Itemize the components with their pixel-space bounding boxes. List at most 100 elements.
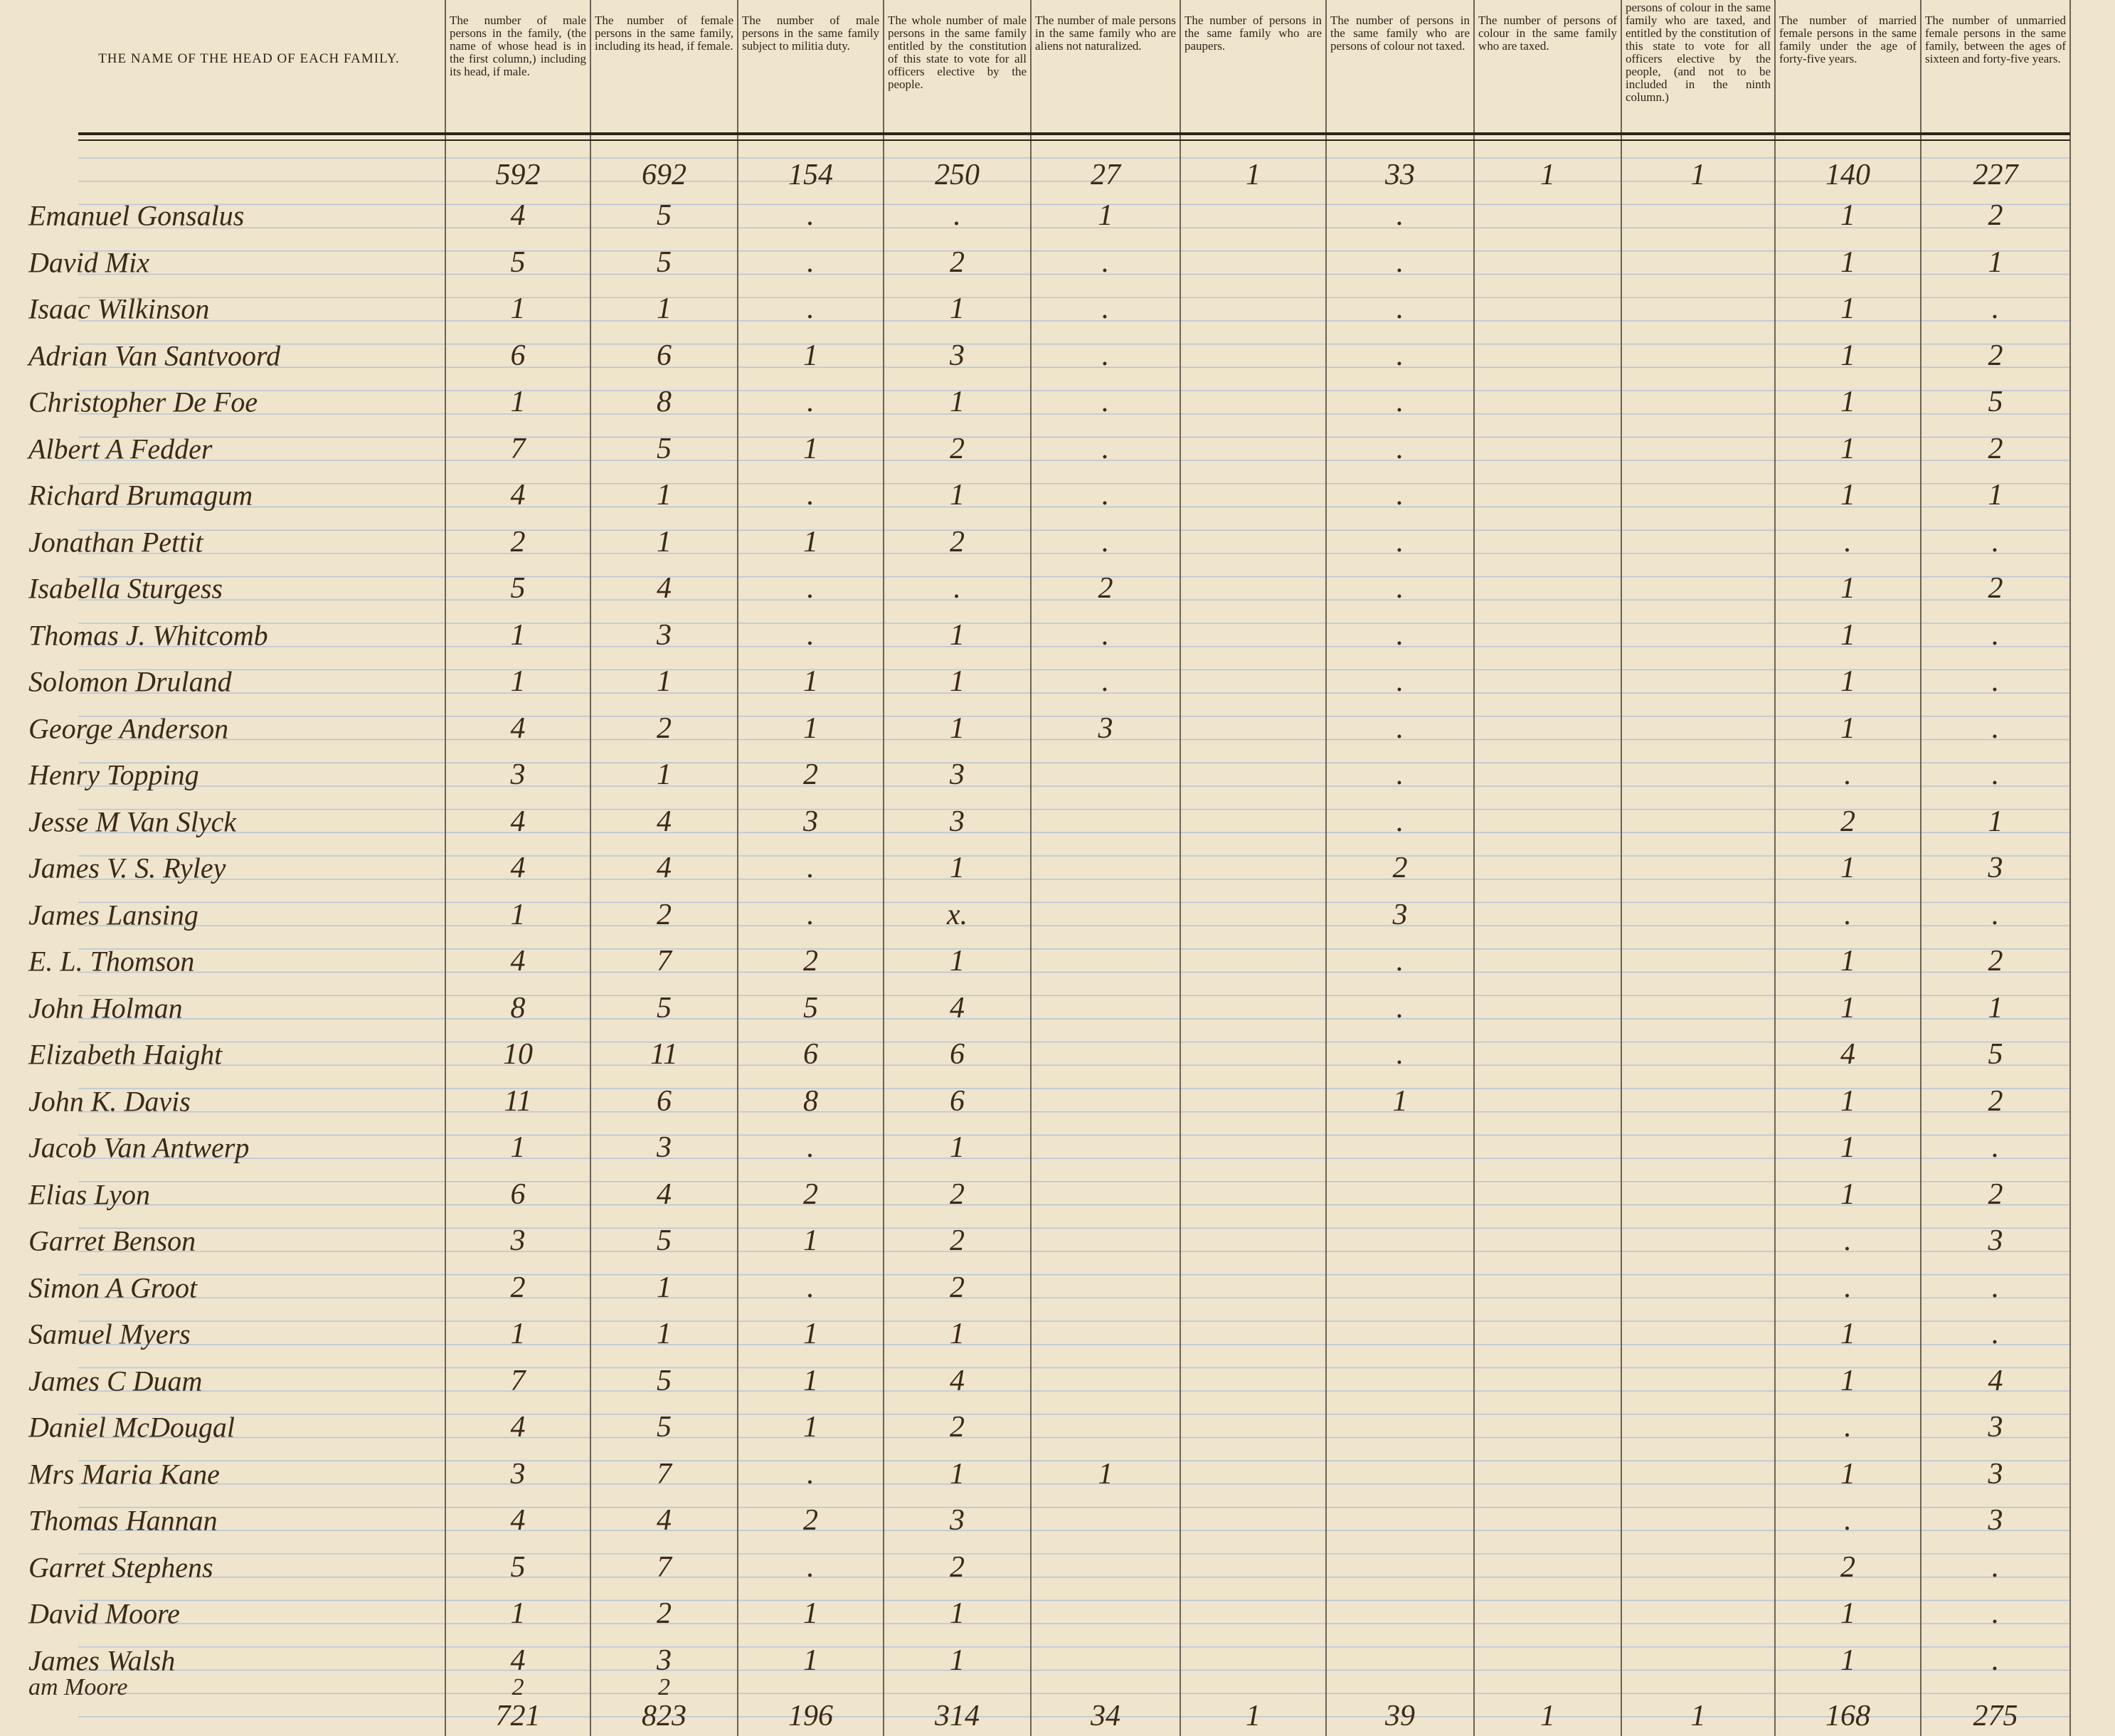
count-cell: . [1844,898,1852,931]
count-cell: . [1991,292,2000,325]
family-head-name: Jonathan Pettit [28,526,203,558]
count-cell: 1 [1392,1084,1408,1118]
count-cell: 2 [803,1504,818,1537]
count-cell: 314 [935,1700,980,1732]
count-cell: 1 [657,479,672,512]
family-head-name: Elizabeth Haight [28,1038,223,1071]
count-cell: 39 [1385,1700,1415,1732]
count-cell: 1 [657,758,672,791]
family-head-name: Samuel Myers [28,1318,191,1350]
count-cell: 4 [510,711,526,745]
count-cell: 1 [1840,665,1855,698]
count-cell: 8 [510,991,526,1025]
count-cell: . [807,572,815,605]
count-cell: 1 [803,665,818,698]
count-cell: 2 [510,1271,526,1304]
count-cell: . [807,1271,815,1304]
count-cell: 5 [1988,1038,2003,1071]
count-cell: 2 [657,898,672,931]
count-cell: 1 [1840,479,1855,512]
count-cell: 1 [803,339,818,372]
count-cell: 3 [1988,1224,2003,1257]
count-cell: 692 [642,159,687,191]
count-cell: 3 [657,1644,672,1677]
count-cell: 4 [657,1177,672,1211]
count-cell: 7 [657,1550,672,1584]
family-head-name: David Mix [28,246,149,278]
column-header: The number of female persons in the same… [595,14,733,53]
count-cell: 6 [510,1177,526,1211]
family-head-name: Mrs Maria Kane [28,1458,220,1490]
count-cell: 7 [657,945,672,978]
count-cell: 2 [1988,1177,2003,1211]
count-cell: 10 [503,1038,533,1071]
count-cell: . [1101,386,1110,418]
count-cell: . [1396,618,1404,652]
count-cell: . [1101,479,1110,512]
count-cell: 6 [657,1084,672,1118]
count-cell: 1 [1840,1131,1855,1164]
count-cell: 250 [935,159,980,191]
count-cell: 1 [510,1597,526,1630]
count-cell: 1 [803,1411,818,1444]
count-cell: 11 [650,1038,678,1071]
family-head-name: David Moore [28,1597,180,1630]
count-cell: 4 [510,852,526,884]
count-cell: 2 [1988,432,2003,465]
count-cell: 1 [950,1597,965,1630]
family-head-name: James Walsh [28,1644,176,1676]
count-cell: . [1396,432,1404,465]
column-header: The number of male persons in the same f… [742,14,879,53]
count-cell: 3 [803,805,818,838]
family-head-name: Richard Brumagum [28,479,253,512]
family-head-name: Henry Topping [28,758,199,791]
count-cell: 5 [1988,386,2003,418]
count-cell: . [807,292,815,325]
count-cell: 1 [510,665,526,698]
count-cell: . [1991,1644,2000,1677]
count-cell: 1 [950,711,965,745]
count-cell: . [1101,432,1110,465]
count-cell: 4 [657,572,672,605]
count-cell: 2 [1988,572,2003,605]
family-head-name: Elias Lyon [28,1178,151,1210]
count-cell: . [1101,292,1110,325]
count-cell: . [1101,665,1110,698]
count-cell: 1 [1840,1457,1855,1491]
count-cell: 2 [1988,945,2003,978]
count-cell: 6 [950,1084,965,1118]
count-cell: . [1991,1131,2000,1164]
count-cell: 2 [950,1411,965,1444]
count-cell: 3 [1098,711,1113,745]
count-cell: 3 [510,758,526,791]
count-cell: 2 [803,945,818,978]
column-header: The number of persons of colour in the s… [1478,14,1617,53]
count-cell: 275 [1973,1700,2018,1732]
count-cell: . [1991,1597,2000,1630]
count-cell: 5 [803,991,818,1025]
count-cell: 2 [950,525,965,559]
count-cell: 1 [803,711,818,745]
count-cell: 2 [1392,852,1408,884]
count-cell: 1 [1840,1597,1855,1630]
count-cell: 140 [1825,159,1870,191]
count-cell: 1 [803,1364,818,1397]
count-cell: . [807,1550,815,1584]
count-cell: 1 [1840,1318,1855,1350]
column-header: The number of persons in the same family… [1330,14,1470,53]
count-cell: 2 [658,1674,670,1700]
count-cell: 1 [950,1131,965,1164]
count-cell: 227 [1973,159,2018,191]
count-cell: 1 [510,1318,526,1350]
count-cell: . [953,572,961,605]
family-head-name: Christopher De Foe [28,386,258,418]
count-cell: 3 [1988,1411,2003,1444]
count-cell: 1 [1840,199,1855,232]
count-cell: 592 [495,159,541,191]
count-cell: 1 [950,1318,965,1350]
count-cell: . [1101,618,1110,652]
count-cell: 1 [1840,1177,1855,1211]
count-cell: 2 [950,1271,965,1304]
count-cell: 3 [1988,1504,2003,1537]
family-head-name: Adrian Van Santvoord [28,339,281,371]
